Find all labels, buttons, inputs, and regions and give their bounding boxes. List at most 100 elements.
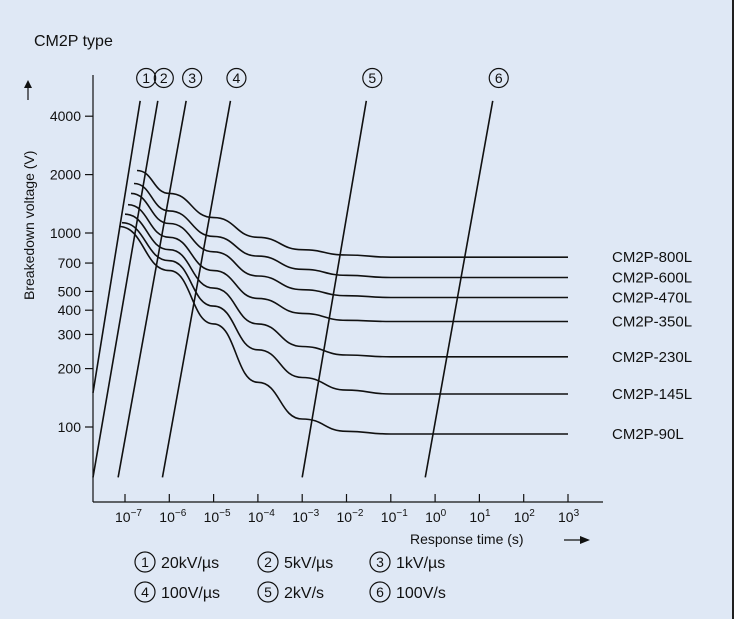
chart-title: CM2P type <box>34 33 113 50</box>
rate-marker-circle <box>226 67 247 89</box>
x-tick-base: 10 <box>292 509 308 525</box>
series-label: CM2P-600L <box>612 269 692 286</box>
series-line-cm2p-90l <box>118 225 568 435</box>
rate-marker-number: 6 <box>495 70 503 86</box>
rate-marker-circle <box>182 67 203 89</box>
y-tick-label: 100 <box>58 419 82 435</box>
y-ticks: 100 200 300 400 500 700 1000 2000 4000 <box>50 108 93 435</box>
y-axis-title: Breakedown voltage (V) <box>21 151 37 300</box>
rate-legend: 1 20kV/µs 2 5kV/µs 3 1kV/µs 4 100V/µs 5 2kV/s 6 100… <box>134 551 446 603</box>
y-tick-label: 4000 <box>50 108 81 124</box>
legend-marker-circle <box>134 581 156 603</box>
x-tick-exponent: 1 <box>485 508 491 519</box>
x-tick-base: 10 <box>425 509 441 525</box>
x-tick-base: 10 <box>115 509 131 525</box>
rate-marker-number: 4 <box>233 70 241 86</box>
x-tick-exponent: −1 <box>396 508 408 519</box>
x-tick-label: 10−2 <box>337 508 364 525</box>
y-tick-label: 300 <box>58 326 82 342</box>
y-axis-title-group: Breakedown voltage (V) <box>21 80 37 300</box>
legend-marker-circle <box>369 551 391 573</box>
x-tick-label: 10−7 <box>115 508 142 525</box>
x-tick-label: 10−1 <box>381 508 408 525</box>
series-label: CM2P-470L <box>612 290 692 307</box>
x-tick-exponent: −6 <box>175 508 187 519</box>
x-tick-base: 10 <box>514 509 530 525</box>
y-tick-label: 500 <box>58 283 82 299</box>
legend-rate-label: 1kV/µs <box>396 555 445 572</box>
series-label: CM2P-90L <box>612 426 684 443</box>
x-tick-label: 10−3 <box>292 508 319 525</box>
legend-marker-number: 1 <box>141 554 149 570</box>
rate-marker-circle <box>362 67 383 89</box>
series-line-cm2p-145l <box>121 221 568 395</box>
legend-rate-label: 2kV/s <box>284 585 324 602</box>
x-tick-base: 10 <box>381 509 397 525</box>
series-line-cm2p-230l <box>124 213 568 358</box>
x-tick-exponent: −3 <box>308 508 320 519</box>
rate-marker-circle <box>153 67 174 89</box>
legend-marker-number: 6 <box>376 584 384 600</box>
x-tick-base: 10 <box>159 509 175 525</box>
x-tick-label: 10−4 <box>248 508 275 525</box>
x-tick-exponent: −7 <box>131 508 143 519</box>
rate-marker-number: 5 <box>368 70 376 86</box>
x-tick-exponent: 2 <box>529 508 535 519</box>
series-label: CM2P-230L <box>612 349 692 366</box>
rate-marker-number: 3 <box>188 70 196 86</box>
x-tick-label: 102 <box>514 508 536 525</box>
legend-marker-number: 5 <box>264 584 272 600</box>
x-tick-base: 10 <box>337 509 353 525</box>
x-tick-label: 103 <box>558 508 580 525</box>
series-group: CM2P-800L CM2P-600L CM2P-470L CM2P-350L CM2P… <box>118 169 692 443</box>
legend-marker-number: 2 <box>264 554 272 570</box>
rate-marker-circle <box>488 67 509 89</box>
rate-line-2 <box>92 100 159 478</box>
y-tick-label: 1000 <box>50 225 81 241</box>
x-ticks: 10−7 10−6 10−5 10−4 10−3 10−2 10−1 100 101 102 103 <box>115 494 580 525</box>
x-tick-label: 101 <box>469 508 491 525</box>
rate-marker-number: 1 <box>142 70 150 86</box>
rate-marker-circle <box>136 67 157 89</box>
legend-marker-circle <box>257 581 279 603</box>
y-tick-label: 700 <box>58 255 82 271</box>
series-line-cm2p-600l <box>133 182 568 279</box>
series-label: CM2P-145L <box>612 386 692 403</box>
rate-marker-number: 2 <box>160 70 168 86</box>
x-tick-label: 10−6 <box>159 508 186 525</box>
series-label: CM2P-800L <box>612 249 692 266</box>
legend-marker-circle <box>257 551 279 573</box>
x-axis-arrow-head <box>580 536 590 544</box>
legend-marker-number: 3 <box>376 554 384 570</box>
series-line-cm2p-350l <box>127 203 568 323</box>
rate-line-6 <box>424 100 494 478</box>
x-axis-title: Response time (s) <box>410 531 524 547</box>
x-tick-base: 10 <box>204 509 220 525</box>
y-tick-label: 400 <box>58 302 82 318</box>
x-tick-exponent: −2 <box>352 508 364 519</box>
legend-marker-circle <box>369 581 391 603</box>
x-tick-exponent: −4 <box>263 508 275 519</box>
series-line-cm2p-800l <box>136 169 568 259</box>
legend-rate-label: 20kV/µs <box>161 555 219 572</box>
legend-marker-circle <box>134 551 156 573</box>
legend-rate-label: 5kV/µs <box>284 555 333 572</box>
rate-line-3 <box>117 100 187 478</box>
series-label: CM2P-350L <box>612 313 692 330</box>
rate-line-5 <box>301 100 368 478</box>
x-tick-base: 10 <box>248 509 264 525</box>
rate-line-1 <box>92 100 141 393</box>
x-tick-label: 100 <box>425 508 447 525</box>
legend-marker-number: 4 <box>141 584 149 600</box>
legend-rate-label: 100V/µs <box>161 585 220 602</box>
y-axis-arrow-head <box>24 80 32 88</box>
x-tick-base: 10 <box>558 509 574 525</box>
y-tick-label: 200 <box>58 361 82 377</box>
x-tick-exponent: 0 <box>441 508 447 519</box>
x-tick-base: 10 <box>469 509 485 525</box>
x-axis-title-group: Response time (s) <box>410 531 590 547</box>
x-tick-exponent: −5 <box>219 508 231 519</box>
